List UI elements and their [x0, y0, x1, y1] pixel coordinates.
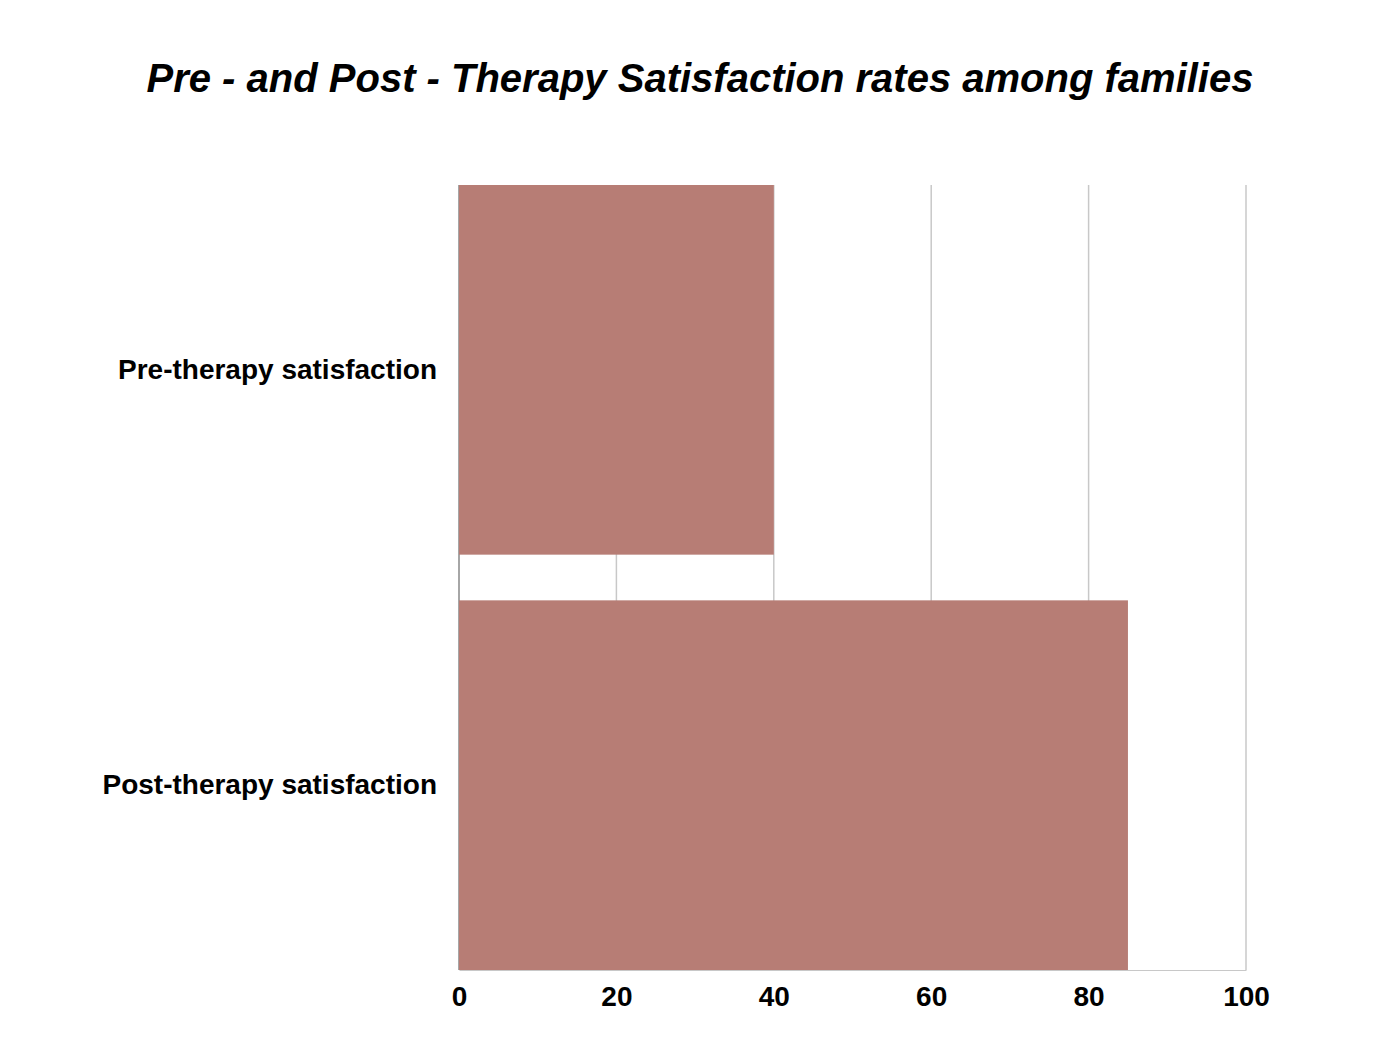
- tick-label: 40: [759, 981, 790, 1012]
- bar: [459, 600, 1128, 970]
- tick: 20: [601, 970, 632, 1012]
- y-axis: Pre-therapy satisfaction Post-therapy sat…: [102, 354, 437, 800]
- tick: 0: [452, 970, 468, 1012]
- tick: Pre-therapy satisfaction: [118, 354, 437, 385]
- tick-label: 60: [916, 981, 947, 1012]
- title: Pre - and Post - Therapy Satisfaction ra…: [147, 56, 1254, 100]
- tick: 80: [1074, 970, 1105, 1012]
- category-label: Post-therapy satisfaction: [102, 769, 437, 800]
- grid: [459, 185, 1246, 970]
- tick-label: 20: [601, 981, 632, 1012]
- tick: 100: [1223, 970, 1270, 1012]
- grid-line: [1245, 185, 1247, 970]
- plot: 0 20 40 60 80 100 Pre-therapy satisfaction Post…: [102, 185, 1269, 1012]
- tick-label: 100: [1223, 981, 1270, 1012]
- chart: Pre - and Post - Therapy Satisfaction ra…: [0, 0, 1400, 1050]
- axis-line: [460, 970, 1247, 971]
- bars: [459, 185, 1128, 970]
- tick: Post-therapy satisfaction: [102, 769, 437, 800]
- category-label: Pre-therapy satisfaction: [118, 354, 437, 385]
- tick: 40: [759, 970, 790, 1012]
- tick: 60: [916, 970, 947, 1012]
- x-axis: 0 20 40 60 80 100: [452, 970, 1270, 1012]
- bar: [459, 185, 774, 555]
- tick-label: 0: [452, 981, 468, 1012]
- tick-label: 80: [1074, 981, 1105, 1012]
